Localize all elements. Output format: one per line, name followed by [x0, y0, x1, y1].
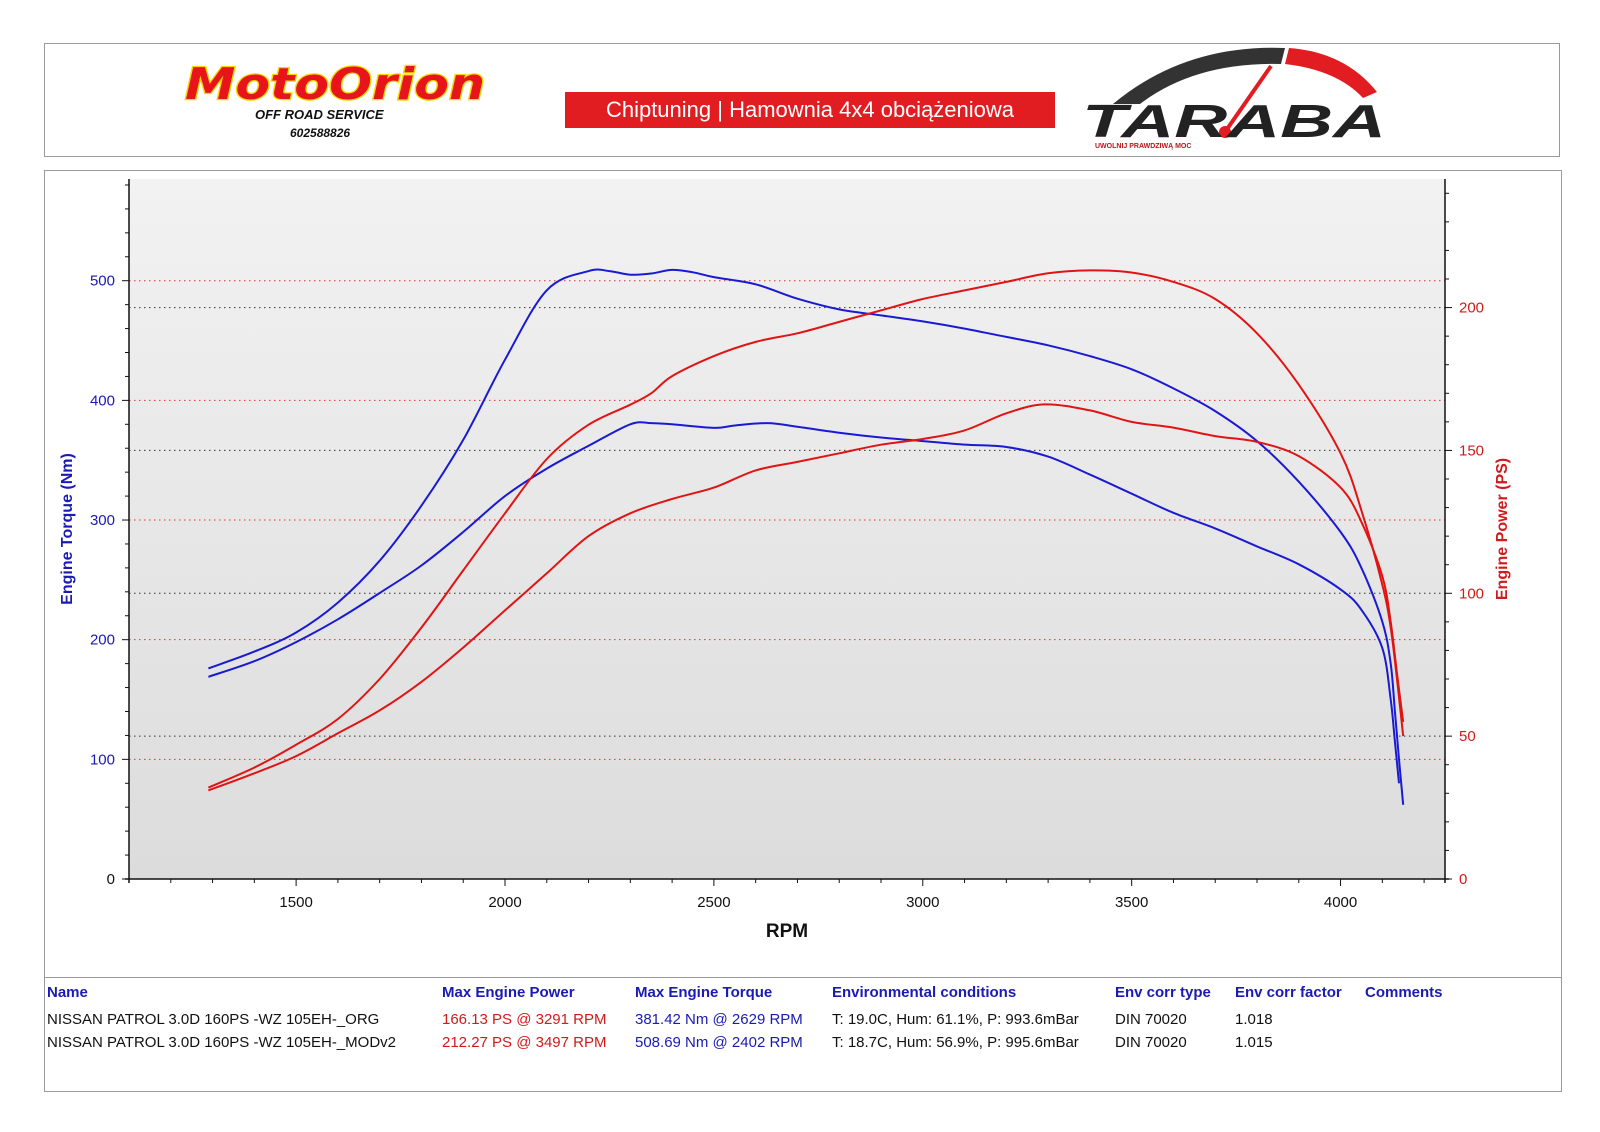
banner: Chiptuning | Hamownia 4x4 obciążeniowa	[565, 92, 1055, 128]
y-tick-label: 100	[90, 751, 115, 768]
mod-torque-curve	[208, 268, 1405, 805]
motoorion-logo: MotoOrion OFF ROAD SERVICE 602588826	[184, 58, 487, 140]
x-axis-label: RPM	[766, 921, 808, 942]
row-env-corr-factor: 1.015	[1235, 1034, 1273, 1051]
y2-tick-label: 200	[1459, 300, 1484, 317]
col-header-env-corr-type: Env corr type	[1115, 984, 1211, 1001]
taraba-logo: TARABA UWOLNIJ PRAWDZIWĄ MOC	[1082, 47, 1386, 150]
mod-power-curve	[207, 269, 1405, 789]
y-tick-label: 500	[90, 273, 115, 290]
y2-tick-label: 100	[1459, 585, 1484, 602]
row-max-torque: 381.42 Nm @ 2629 RPM	[635, 1011, 803, 1028]
motoorion-logo-name: MotoOrion	[185, 59, 485, 110]
motoorion-logo-tagline: OFF ROAD SERVICE	[255, 107, 384, 122]
row-env-corr-factor: 1.018	[1235, 1011, 1273, 1028]
y-axis-label: Engine Torque (Nm)	[59, 453, 76, 605]
col-header-comments: Comments	[1365, 984, 1443, 1001]
row-max-power: 212.27 PS @ 3497 RPM	[442, 1034, 607, 1051]
plot-background	[129, 179, 1445, 879]
y2-tick-label: 0	[1459, 871, 1467, 888]
org-torque-curve	[208, 421, 1400, 784]
y2-axis-label: Engine Power (PS)	[1494, 458, 1511, 600]
dyno-chart: 1500 2000 2500 3000 3500 4000 0 100 200 300 400 500…	[44, 170, 1562, 978]
org-power-curve	[208, 403, 1405, 792]
row-env-corr-type: DIN 70020	[1115, 1034, 1187, 1051]
col-header-env-corr-factor: Env corr factor	[1235, 984, 1342, 1001]
row-max-power: 166.13 PS @ 3291 RPM	[442, 1011, 607, 1028]
taraba-logo-tagline: UWOLNIJ PRAWDZIWĄ MOC	[1095, 143, 1191, 150]
y-tick-label: 400	[90, 392, 115, 409]
y-tick-label: 0	[107, 871, 115, 888]
col-header-env-conditions: Environmental conditions	[832, 984, 1017, 1001]
dyno-chart-svg: 1500 2000 2500 3000 3500 40000100200300400500…	[59, 179, 1511, 942]
x-tick-label: 1500	[279, 894, 312, 911]
x-tick-label: 4000	[1324, 894, 1357, 911]
y2-tick-label: 150	[1459, 442, 1484, 459]
x-tick-label: 2000	[488, 894, 521, 911]
col-header-name: Name	[47, 984, 88, 1001]
banner-text: Chiptuning | Hamownia 4x4 obciążeniowa	[606, 97, 1015, 122]
report-header: MotoOrion OFF ROAD SERVICE 602588826 Chi…	[44, 43, 1560, 157]
col-header-max-power: Max Engine Power	[442, 984, 575, 1001]
motoorion-logo-phone: 602588826	[290, 126, 350, 140]
y2-tick-label: 50	[1459, 728, 1476, 745]
series-layer	[207, 268, 1405, 805]
row-env-conditions: T: 18.7C, Hum: 56.9%, P: 995.6mBar	[832, 1034, 1079, 1051]
row-max-torque: 508.69 Nm @ 2402 RPM	[635, 1034, 803, 1051]
x-tick-label: 3500	[1115, 894, 1148, 911]
row-env-conditions: T: 19.0C, Hum: 61.1%, P: 993.6mBar	[832, 1011, 1079, 1028]
results-table: Name Max Engine Power Max Engine Torque …	[44, 978, 1562, 1092]
row-env-corr-type: DIN 70020	[1115, 1011, 1187, 1028]
x-tick-label: 2500	[697, 894, 730, 911]
taraba-logo-name: TARABA	[1082, 95, 1386, 147]
x-tick-label: 3000	[906, 894, 939, 911]
row-name: NISSAN PATROL 3.0D 160PS -WZ 105EH-_ORG	[47, 1011, 380, 1028]
axes: 1500 2000 2500 3000 3500 40000100200300400500…	[90, 179, 1484, 911]
plot-area	[129, 179, 1445, 879]
row-name: NISSAN PATROL 3.0D 160PS -WZ 105EH-_MODv…	[47, 1034, 396, 1051]
y-tick-label: 200	[90, 632, 115, 649]
header-graphics: MotoOrion OFF ROAD SERVICE 602588826 Chi…	[184, 47, 1386, 150]
col-header-max-torque: Max Engine Torque	[635, 984, 773, 1001]
y-tick-label: 300	[90, 512, 115, 529]
